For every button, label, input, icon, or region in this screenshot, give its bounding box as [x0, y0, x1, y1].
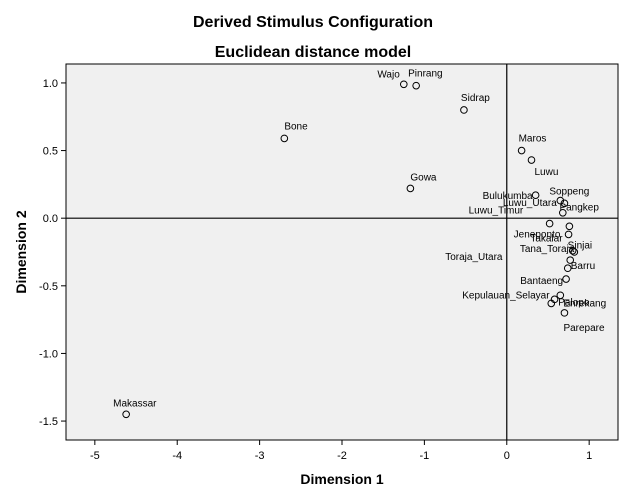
chart-title: Derived Stimulus Configuration	[193, 14, 433, 31]
point-label-makassar: Makassar	[113, 398, 157, 409]
y-axis-ticks: -1.5 -1.0 -0.5 0.0 0.5 1.0	[39, 78, 66, 428]
data-points	[122, 80, 579, 419]
point-label-luwu-utara: Luwu_Utara	[503, 198, 557, 209]
point-label-wajo: Wajo	[377, 69, 400, 80]
point-label-sinjai: Sinjai	[568, 241, 592, 252]
y-tick-label: -1.5	[39, 416, 58, 428]
data-point-luwu-timur	[545, 219, 554, 228]
data-point-luwu	[527, 156, 536, 164]
data-point-luwu-utara	[559, 208, 567, 217]
y-tick-label: -1.0	[39, 348, 58, 360]
data-point-palopo	[547, 299, 556, 308]
point-label-maros: Maros	[519, 134, 547, 145]
x-tick-label: -1	[419, 450, 429, 462]
x-tick-label: -5	[90, 450, 100, 462]
point-label-bulukumba: Bulukumba	[483, 191, 533, 202]
point-label-pinrang: Pinrang	[408, 69, 442, 80]
y-axis-title: Dimension 2	[13, 210, 29, 293]
point-label-bone: Bone	[284, 121, 308, 132]
data-point-jeneponto	[565, 222, 574, 231]
data-point-pinrang	[412, 81, 420, 90]
plot-area	[65, 63, 619, 441]
x-axis-title: Dimension 1	[300, 471, 383, 487]
data-point-toraja-utara	[566, 256, 575, 264]
point-labels: Wajo Pinrang Sidrap Bone Maros Luwu Gowa Buluku…	[113, 69, 606, 410]
x-tick-label: -2	[337, 450, 347, 462]
x-tick-label: -4	[172, 450, 182, 462]
data-point-parepare	[560, 309, 569, 317]
data-point-makassar	[122, 410, 130, 419]
x-axis-ticks: -5 -4 -3 -2 -1 0 1	[90, 440, 592, 462]
data-point-takalar	[564, 230, 573, 239]
data-point-gowa	[406, 184, 415, 193]
data-point-barru	[563, 264, 572, 273]
point-label-pangkep: Pangkep	[559, 202, 599, 213]
data-point-bone	[280, 134, 289, 143]
point-label-bantaeng: Bantaeng	[520, 276, 563, 287]
data-point-pangkep	[560, 199, 569, 208]
point-label-luwu-timur: Luwu_Timur	[469, 206, 524, 217]
point-label-gowa: Gowa	[410, 172, 437, 183]
point-label-palopo: Palopo	[558, 297, 590, 308]
data-point-bantaeng	[562, 275, 570, 283]
point-label-enrekang: Enrekang	[563, 298, 606, 309]
data-point-enrekang	[556, 291, 565, 300]
point-label-luwu: Luwu	[534, 167, 558, 178]
point-label-toraja-utara: Toraja_Utara	[445, 252, 503, 263]
y-tick-label: 0.5	[43, 146, 58, 158]
x-tick-label: 0	[504, 450, 510, 462]
point-label-jeneponto: Jeneponto	[514, 229, 561, 240]
data-point-wajo	[399, 80, 408, 89]
reference-lines	[66, 64, 618, 440]
point-label-soppeng: Soppeng	[549, 187, 589, 198]
data-point-sinjai	[568, 246, 577, 255]
y-tick-label: 1.0	[43, 78, 58, 90]
data-point-bulukumba	[531, 191, 540, 199]
point-label-tana-toraja: Tana_Toraja	[520, 244, 575, 255]
data-point-sidrap	[460, 106, 468, 114]
point-label-barru: Barru	[571, 261, 595, 272]
data-point-soppeng	[556, 196, 565, 205]
point-label-sidrap: Sidrap	[461, 93, 490, 104]
chart-subtitle: Euclidean distance model	[215, 44, 412, 61]
x-tick-label: -3	[255, 450, 265, 462]
y-tick-label: 0.0	[43, 213, 58, 225]
x-tick-label: 1	[586, 450, 592, 462]
point-label-parepare: Parepare	[563, 323, 605, 334]
point-label-kepulauan-selayar: Kepulauan_Selayar	[462, 290, 550, 301]
data-point-tana-toraja	[570, 248, 579, 256]
point-label-takalar: Takalar	[530, 233, 563, 244]
data-point-maros	[517, 146, 526, 155]
y-tick-label: -0.5	[39, 281, 58, 293]
